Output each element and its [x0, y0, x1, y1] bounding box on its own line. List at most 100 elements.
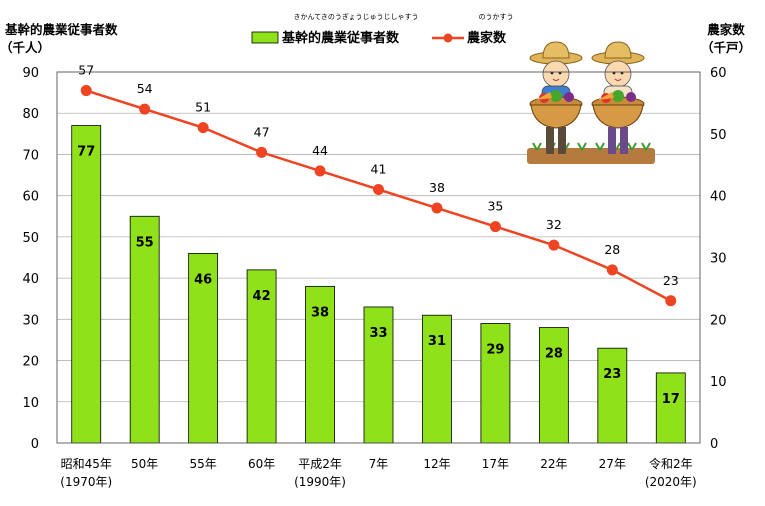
- y-left-tick-label: 90: [22, 66, 39, 81]
- legend-line-ruby: のうかすう: [479, 13, 514, 21]
- basket: [592, 104, 644, 129]
- line-point: [256, 146, 268, 158]
- line-point: [431, 202, 443, 214]
- x-tick-label: 55年: [189, 457, 216, 471]
- x-tick-label: 17年: [482, 457, 509, 471]
- y-left-tick-label: 30: [22, 313, 39, 328]
- line-value-label: 28: [604, 242, 620, 257]
- bar-value-label: 55: [136, 235, 154, 250]
- carrot: [536, 92, 552, 100]
- mouth: [552, 78, 560, 81]
- line-point: [80, 85, 92, 97]
- bar: [129, 215, 160, 444]
- x-tick-label: (2020年): [645, 475, 697, 489]
- left-axis-unit: （千人）: [0, 40, 50, 55]
- line-point: [548, 239, 560, 251]
- y-left-tick-label: 60: [22, 190, 39, 205]
- bar-value-label: 33: [369, 326, 387, 341]
- x-tick-label: (1970年): [60, 475, 112, 489]
- y-right-tick-label: 40: [710, 190, 727, 205]
- eggplant: [564, 92, 574, 102]
- bar: [597, 347, 628, 444]
- bar-value-label: 77: [77, 145, 95, 160]
- bar-value-label: 46: [194, 272, 212, 287]
- legend-line-label: 農家数: [467, 30, 507, 46]
- y-right-tick-label: 60: [710, 66, 727, 81]
- leg: [558, 127, 566, 154]
- farmer-woman: [591, 41, 645, 154]
- x-tick-label: 令和2年: [649, 456, 693, 471]
- y-left-tick-label: 0: [31, 437, 39, 452]
- line-value-label: 47: [254, 124, 270, 139]
- line-point: [139, 103, 151, 115]
- line-value-label: 38: [429, 180, 445, 195]
- plot-frame: [56, 71, 701, 444]
- x-tick-label: 27年: [599, 457, 626, 471]
- right-axis-title: 農家数: [707, 22, 745, 37]
- leg: [546, 127, 554, 154]
- x-tick-label: 12年: [423, 457, 450, 471]
- mouth: [614, 78, 622, 81]
- eggplant: [626, 92, 636, 102]
- carrot: [598, 92, 614, 100]
- legend: きかんてきのうぎょうじゅうじしゃすう 基幹的農業従事者数 のうかすう 農家数: [251, 12, 514, 46]
- y-left-tick-label: 70: [22, 148, 39, 163]
- line-value-label: 57: [78, 63, 94, 78]
- y-left-tick-label: 40: [22, 272, 39, 287]
- y-right-tick-label: 30: [710, 252, 727, 267]
- y-right-tick-label: 20: [710, 313, 727, 328]
- farmers-illustration: [527, 41, 655, 164]
- line-value-label: 54: [137, 81, 153, 96]
- y-left-tick-label: 20: [22, 355, 39, 370]
- bar: [538, 327, 569, 444]
- bar: [480, 323, 511, 444]
- legend-bar-ruby: きかんてきのうぎょうじゅうじしゃすう: [293, 12, 418, 21]
- x-tick-label: 平成2年: [298, 457, 342, 471]
- bar-layer: 77 55 46 42 38 33 31 29 28 23 17: [71, 125, 686, 444]
- face: [542, 60, 570, 88]
- face: [604, 60, 632, 88]
- hat-crown: [604, 41, 632, 59]
- line-point: [665, 295, 677, 307]
- hat-crown: [542, 41, 570, 59]
- bar: [655, 372, 686, 444]
- line-layer: 57 54 51 47 44 41 38 35 32 28 23: [78, 63, 679, 307]
- line-value-label: 41: [371, 161, 387, 176]
- line-value-label: 23: [663, 273, 679, 288]
- bar: [422, 314, 452, 444]
- leg: [620, 127, 628, 154]
- line-point: [314, 165, 326, 177]
- x-tick-label: 7年: [369, 457, 389, 471]
- sprout: [627, 142, 637, 151]
- line-point: [197, 122, 209, 134]
- bar-value-label: 28: [545, 347, 563, 362]
- line-value-label: 44: [312, 143, 328, 158]
- legend-line-marker: [443, 33, 453, 43]
- line-value-label: 32: [546, 217, 562, 232]
- line-value-label: 35: [487, 199, 503, 214]
- x-tick-label: 50年: [131, 457, 158, 471]
- sprout: [577, 142, 587, 151]
- x-tick-label: 60年: [248, 457, 275, 471]
- axis-layer: 0 10 20 30 40 50 60 70 80 90 0 10 20 30 40 50 60 昭和45年 (19…: [22, 66, 726, 489]
- legend-bar-swatch: [251, 31, 279, 44]
- x-tick-label: (1990年): [294, 475, 346, 489]
- y-left-tick-label: 50: [22, 231, 39, 246]
- sprout: [595, 142, 605, 151]
- bar-value-label: 29: [486, 342, 504, 357]
- y-left-tick-label: 80: [22, 107, 39, 122]
- basket: [530, 104, 582, 129]
- leg: [608, 127, 616, 154]
- bar-value-label: 17: [662, 392, 680, 407]
- line-value-label: 51: [195, 100, 211, 115]
- farmer-man: [529, 41, 583, 154]
- bar: [71, 125, 102, 444]
- right-axis-unit: （千戸）: [701, 40, 751, 55]
- bar: [363, 306, 394, 444]
- y-right-tick-label: 10: [710, 375, 727, 390]
- line-point: [373, 183, 384, 195]
- cabbage: [550, 90, 562, 102]
- bar-value-label: 31: [428, 334, 446, 349]
- x-tick-label: 22年: [540, 457, 567, 471]
